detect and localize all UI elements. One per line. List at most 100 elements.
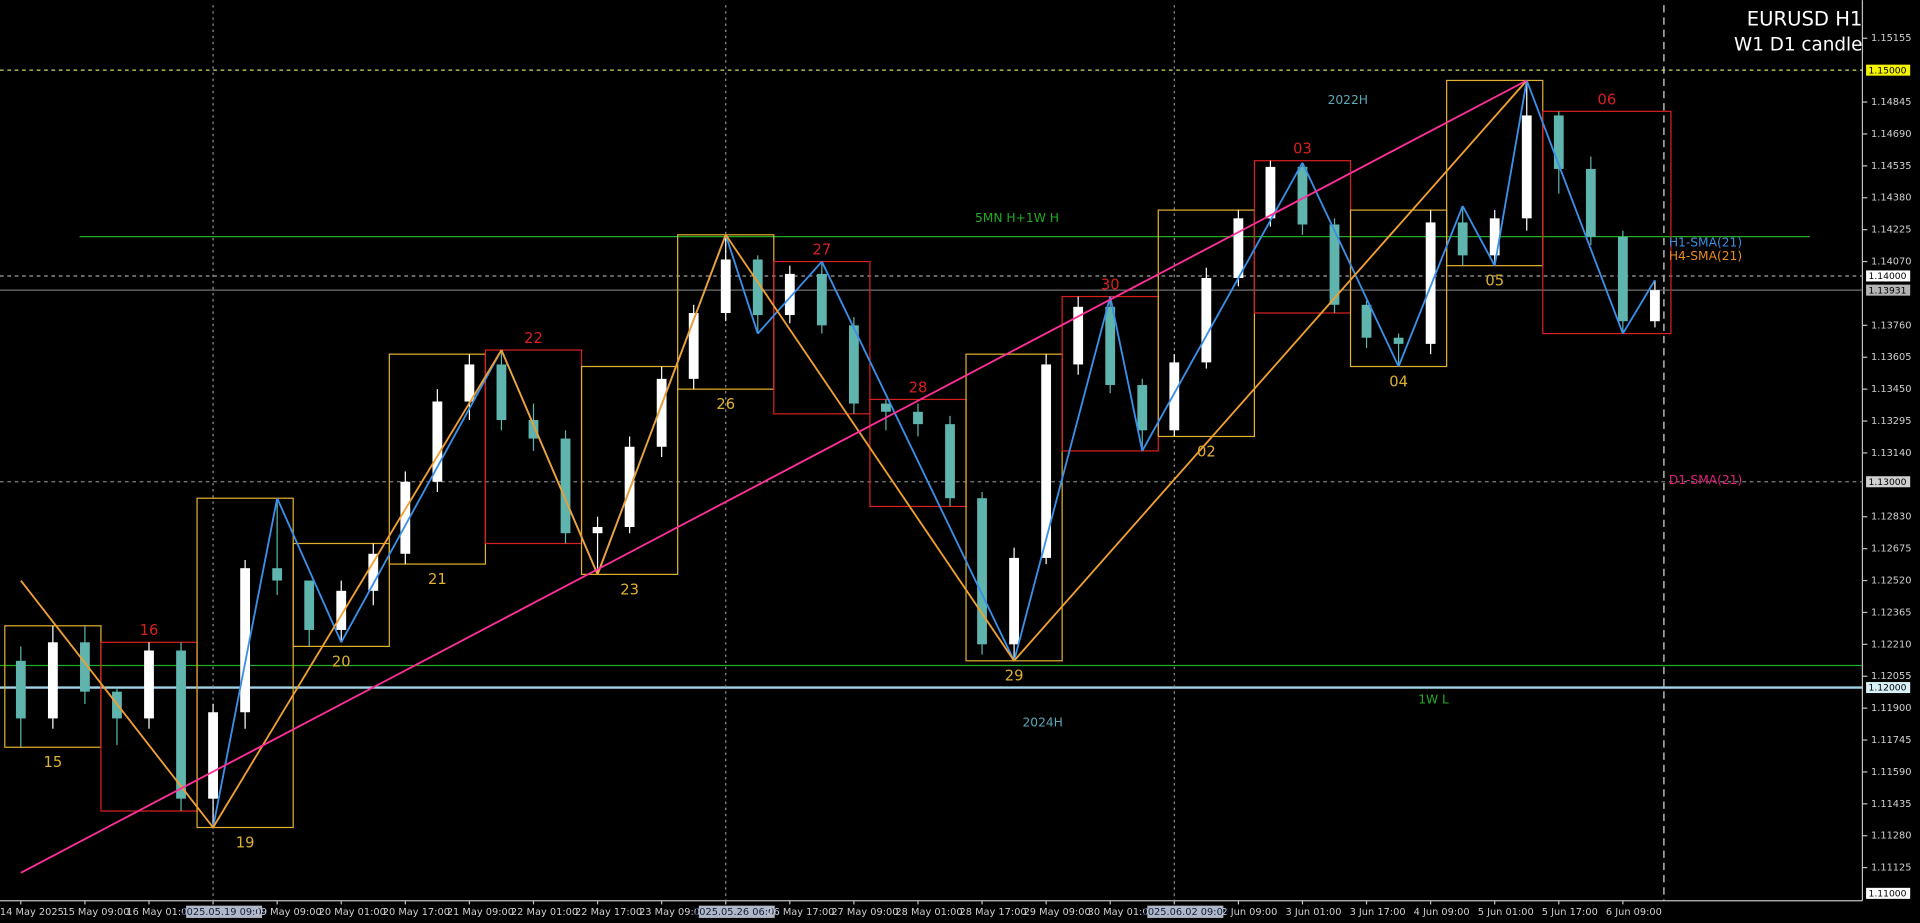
x-tick-label: 20 May 17:00	[383, 907, 450, 918]
candle-body	[977, 498, 987, 645]
overlay-segment	[340, 349, 503, 643]
level-box	[1866, 887, 1911, 899]
day-label: 19	[236, 834, 255, 851]
candle-body	[1265, 166, 1276, 219]
candle-body	[464, 364, 475, 402]
candle-body	[1169, 362, 1180, 431]
x-tick-label: 23 May 09:00	[639, 907, 706, 918]
y-tick-label: 1.12520	[1871, 576, 1912, 587]
day-label: 27	[812, 242, 831, 259]
x-tick-label: 6 Jun 09:00	[1606, 907, 1662, 918]
x-tick-label: 29 May 09:00	[1024, 907, 1091, 918]
candle-body	[1361, 304, 1372, 338]
x-tick-label: 3 Jun 01:00	[1285, 907, 1341, 918]
candle-body	[1521, 115, 1532, 219]
x-tick-label: 4 Jun 09:00	[1414, 907, 1470, 918]
candle-body	[1425, 222, 1436, 344]
x-tick-label: 22 May 01:00	[511, 907, 578, 918]
overlay-segment	[821, 261, 1015, 662]
candle-body	[1105, 306, 1116, 386]
candle-body	[1137, 385, 1148, 431]
overlay-segment	[1301, 162, 1400, 367]
day-box	[580, 365, 679, 575]
x-tick-label: 2025.06.02 09:00	[1142, 907, 1229, 918]
overlay-segment	[500, 349, 599, 575]
candle-body	[47, 642, 58, 719]
day-label: 06	[1597, 91, 1616, 108]
candle-body	[752, 259, 763, 316]
overlay-segment	[724, 234, 759, 334]
x-tick-label: 19 May 09:00	[255, 907, 322, 918]
level-label: 1.14000	[1869, 271, 1907, 282]
y-tick-label: 1.14225	[1871, 225, 1912, 236]
x-tick-label: 2025.05.19 09:00	[180, 907, 267, 918]
level-label: 1.11000	[1869, 888, 1907, 899]
overlay-segment	[757, 260, 823, 335]
candle-body	[881, 403, 891, 412]
candle-body	[592, 527, 603, 534]
y-tick-label: 1.14845	[1871, 97, 1912, 108]
candle-body	[784, 273, 795, 316]
day-label: 15	[44, 754, 63, 771]
x-label-highlight	[698, 905, 775, 918]
y-tick-label: 1.11590	[1871, 767, 1912, 778]
x-label-highlight	[186, 905, 263, 918]
candle-body	[1489, 218, 1500, 256]
x-tick-label: 16 May 01:00	[126, 907, 193, 918]
candle-body	[15, 660, 26, 719]
y-tick-label: 1.11280	[1871, 831, 1912, 842]
y-tick-label: 1.12210	[1871, 639, 1912, 650]
overlay-segment	[20, 579, 214, 829]
x-tick-label: 30 May 01:00	[1088, 907, 1155, 918]
x-tick-label: 28 May 17:00	[959, 907, 1026, 918]
x-tick-label: 5 Jun 01:00	[1478, 907, 1534, 918]
overlay-segment	[596, 234, 727, 575]
overlay-segment	[1397, 205, 1464, 367]
candle-body	[528, 420, 539, 439]
candle-body	[816, 273, 827, 326]
day-label: 20	[332, 653, 351, 670]
x-tick-label: 3 Jun 17:00	[1350, 907, 1406, 918]
candle-body	[176, 650, 186, 799]
y-tick-label: 1.13760	[1871, 320, 1912, 331]
y-tick-label: 1.12675	[1871, 544, 1912, 555]
candle-body	[144, 650, 154, 719]
overlay-segment	[276, 497, 343, 643]
x-tick-label: 2025.05.26 06:00	[693, 907, 780, 918]
y-tick-label: 1.11745	[1871, 735, 1912, 746]
level-label: 1.12000	[1869, 683, 1907, 694]
candle-body	[1457, 222, 1468, 256]
day-box	[1157, 209, 1256, 438]
overlay-segment	[1461, 205, 1496, 267]
annotation: D1-SMA(21)	[1669, 473, 1743, 487]
day-box	[965, 353, 1063, 662]
candle-body	[1329, 224, 1340, 305]
candle-body	[945, 424, 955, 499]
annotation: 2024H	[1023, 716, 1063, 730]
level-box	[1866, 476, 1911, 488]
day-box	[196, 497, 294, 829]
y-tick-label: 1.13295	[1871, 416, 1912, 427]
day-box	[1349, 209, 1448, 368]
x-label-highlight	[1147, 905, 1224, 918]
candle-body	[720, 259, 731, 313]
y-tick-label: 1.14690	[1871, 129, 1912, 140]
candle-body	[688, 312, 699, 379]
candle-body	[1041, 364, 1052, 558]
candle-body	[208, 712, 218, 799]
day-label: 29	[1005, 668, 1024, 685]
candle-body	[1073, 306, 1084, 365]
overlay-segment	[1493, 80, 1528, 266]
x-tick-label: 5 Jun 17:00	[1542, 907, 1598, 918]
level-box	[1866, 64, 1911, 76]
level-box	[1866, 270, 1911, 282]
y-tick-label: 1.12055	[1871, 671, 1912, 682]
day-box	[292, 542, 390, 648]
day-label: 26	[716, 396, 735, 413]
day-label: 28	[909, 379, 928, 396]
candle-body	[560, 438, 571, 534]
overlay-segment	[1013, 79, 1528, 662]
candle-body	[656, 378, 667, 447]
candle-body	[272, 568, 283, 581]
chart-title: EURUSD H1	[1747, 7, 1863, 30]
